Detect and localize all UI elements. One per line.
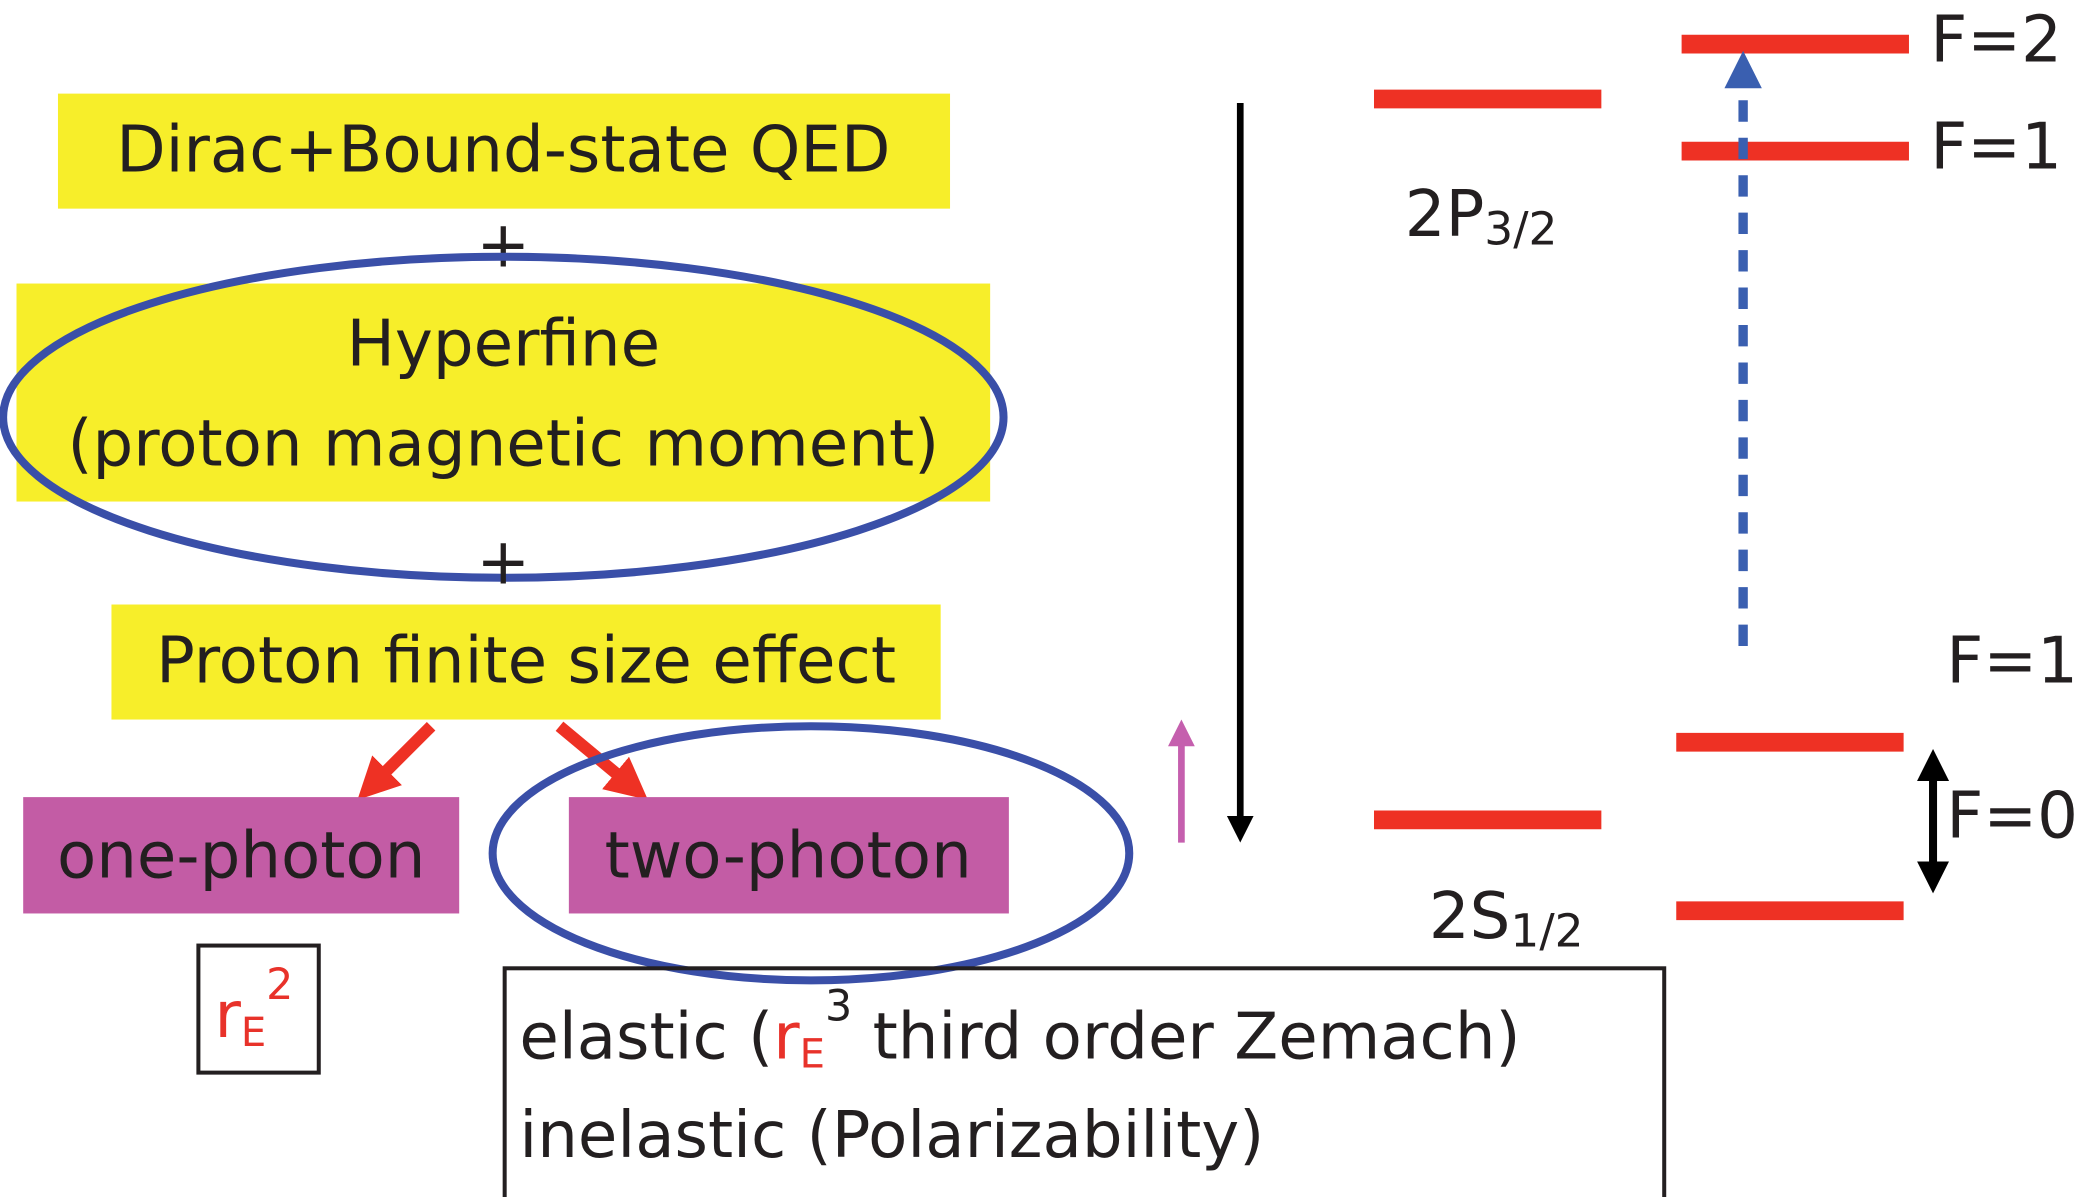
hyperfine-box (16, 283, 991, 502)
re2-term: rE2 (214, 960, 293, 1057)
inelastic-line: inelastic (Polarizability) (519, 1098, 1264, 1173)
level-label: 2S1/2 (1429, 879, 1584, 957)
text: elastic ( (519, 999, 773, 1074)
red-arrow (357, 721, 436, 800)
hyperfine-sublabel: (proton magnetic moment) (67, 407, 939, 482)
two-photon-label: two-photon (605, 819, 972, 894)
plus: + (476, 524, 530, 599)
f-label: F=0 (1946, 778, 2078, 853)
level-label: 2P3/2 (1405, 177, 1558, 255)
text: third order Zemach) (852, 999, 1520, 1074)
qed-label: Dirac+Bound-state QED (116, 112, 890, 187)
sub: 1/2 (1510, 904, 1583, 957)
one-photon-box (23, 797, 460, 914)
sup: 3 (825, 981, 852, 1031)
plus: + (476, 207, 530, 282)
highlight-ellipse (0, 252, 1008, 582)
base: r (214, 978, 241, 1053)
main: 2P (1405, 177, 1485, 252)
re2-box (196, 943, 321, 1075)
base: r (773, 999, 800, 1074)
sub: E (800, 1032, 825, 1078)
two-photon-terms-box (502, 966, 1667, 1197)
finite-size-box (111, 604, 941, 720)
sup: 2 (266, 960, 293, 1010)
one-photon-label: one-photon (57, 819, 425, 894)
f-label: F=2 (1930, 3, 2062, 78)
sub: 3/2 (1484, 202, 1557, 255)
elastic-line: elastic (rE3 third order Zemach) (519, 981, 1520, 1078)
sub: E (241, 1010, 266, 1056)
main: 2S (1429, 879, 1511, 954)
finite-size-label: Proton finite size effect (156, 623, 896, 698)
hyperfine-label: Hyperfine (347, 306, 660, 381)
two-photon-box (568, 797, 1009, 914)
qed-box (57, 93, 951, 209)
f-label: F=1 (1930, 110, 2062, 185)
f-label: F=1 (1946, 623, 2078, 698)
highlight-ellipse (488, 722, 1134, 985)
